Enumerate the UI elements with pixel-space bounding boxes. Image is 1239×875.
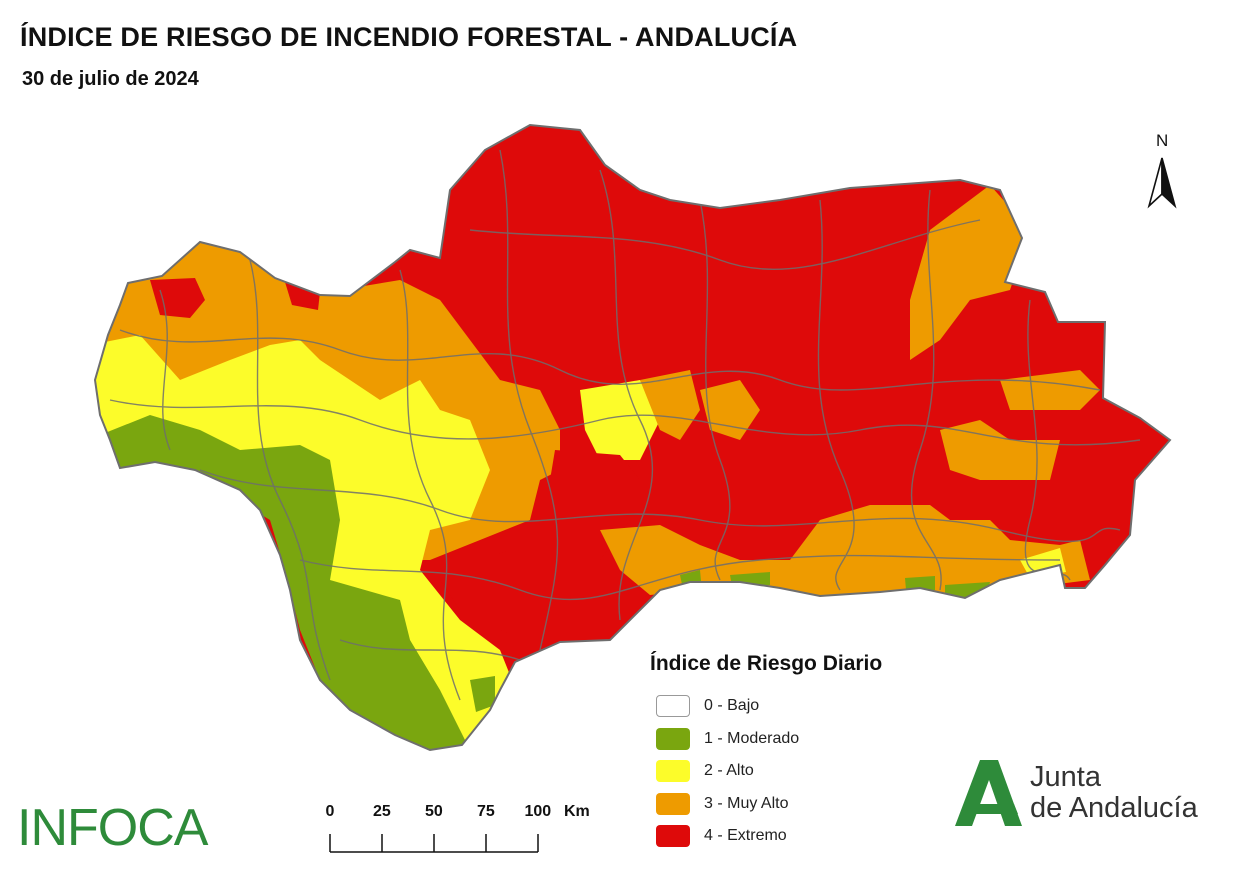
zone-south-coast-very-high [600, 505, 1090, 600]
map-title: ÍNDICE DE RIESGO DE INCENDIO FORESTAL - … [20, 22, 798, 52]
infoca-logo: INFOCA [17, 799, 208, 857]
zone-center-east-very-high [700, 380, 760, 440]
zone-east-very-high [940, 420, 1060, 480]
legend-item: 1 - Moderado [650, 723, 882, 756]
legend-items: 0 - Bajo 1 - Moderado 2 - Alto 3 - Muy Alto… [650, 690, 882, 853]
legend-swatch [656, 727, 690, 750]
legend-swatch [656, 695, 690, 718]
scale-tick-label: 100 [524, 803, 552, 820]
legend-title: Índice de Riesgo Diario [650, 652, 883, 675]
scale-bar-graphic [329, 834, 539, 853]
legend-item: 0 - Bajo [650, 690, 882, 723]
risk-zones [95, 125, 1170, 750]
junta-line2: de Andalucía [1030, 792, 1198, 824]
map-date: 30 de julio de 2024 [22, 68, 199, 90]
map-legend: Índice de Riesgo Diario 0 - Bajo 1 - Mode… [650, 652, 882, 853]
zone-northeast-very-high [910, 185, 1030, 360]
north-arrow-icon [1147, 157, 1177, 209]
legend-item: 2 - Alto [650, 755, 882, 788]
north-label: N [1156, 131, 1169, 150]
legend-item: 4 - Extremo [650, 820, 882, 853]
scale-unit: Km [564, 803, 590, 820]
zone-northwest-extreme-patch [150, 278, 205, 318]
junta-line1: Junta [1030, 761, 1101, 793]
zone-coast-moderate-3 [905, 576, 935, 590]
zone-south-extreme [440, 450, 670, 645]
legend-label: 4 - Extremo [704, 827, 787, 845]
scale-tick-label: 75 [477, 803, 495, 820]
scale-tick-label: 50 [425, 803, 443, 820]
legend-swatch [656, 825, 690, 848]
zone-southwest-moderate [100, 415, 470, 750]
zone-gibraltar-moderate [470, 676, 495, 712]
scale-tick-label: 0 [325, 803, 335, 820]
municipal-borders [109, 149, 1141, 701]
legend-label: 0 - Bajo [704, 697, 760, 715]
legend-label: 3 - Muy Alto [704, 794, 789, 812]
legend-label: 1 - Moderado [704, 729, 800, 747]
zone-center-high [580, 380, 660, 460]
junta-emblem-icon [955, 760, 1022, 826]
zone-center-very-high [640, 370, 700, 440]
legend-item: 3 - Muy Alto [650, 788, 882, 821]
legend-swatch [656, 760, 690, 783]
scale-tick-label: 25 [373, 803, 391, 820]
legend-swatch [656, 792, 690, 815]
zone-northwest-extreme-patch-2 [285, 282, 320, 310]
junta-logo-text: Junta de Andalucía [1030, 762, 1198, 824]
legend-label: 2 - Alto [704, 762, 754, 780]
zone-east-very-high-2 [1000, 370, 1100, 410]
